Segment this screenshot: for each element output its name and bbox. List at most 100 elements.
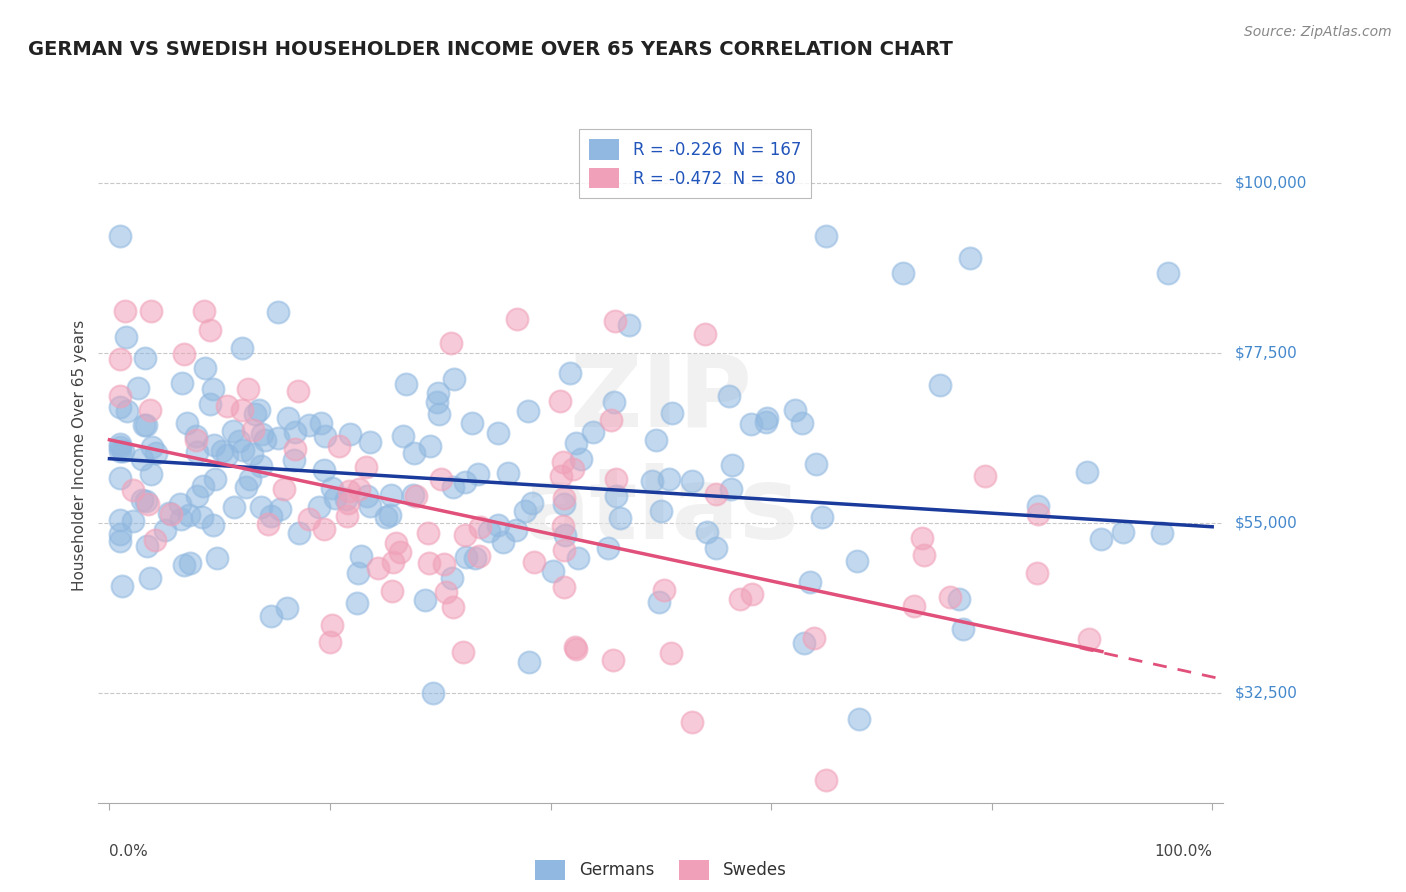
Point [284, 425, 307, 439]
Point [1026, 500, 1049, 514]
Point [155, 524, 177, 538]
Point [114, 304, 136, 318]
Point [454, 550, 477, 565]
Point [603, 395, 626, 409]
Point [799, 575, 821, 590]
Point [912, 548, 935, 562]
Point [173, 347, 195, 361]
Point [740, 417, 762, 431]
Point [321, 481, 343, 495]
Point [135, 418, 157, 433]
Point [211, 443, 233, 458]
Point [506, 311, 529, 326]
Point [652, 583, 675, 598]
Point [681, 714, 703, 729]
Point [848, 712, 870, 726]
Point [110, 471, 132, 485]
Point [139, 467, 162, 482]
Point [600, 413, 623, 427]
Point [704, 486, 727, 500]
Point [461, 416, 484, 430]
Point [418, 525, 440, 540]
Point [253, 433, 276, 447]
Point [486, 517, 509, 532]
Point [136, 539, 159, 553]
Point [553, 455, 575, 469]
Point [288, 526, 311, 541]
Point [1157, 267, 1180, 281]
Point [131, 492, 153, 507]
Point [127, 381, 149, 395]
Point [569, 451, 592, 466]
Point [122, 514, 145, 528]
Point [259, 509, 281, 524]
Point [354, 460, 377, 475]
Text: 100.0%: 100.0% [1154, 845, 1212, 859]
Point [202, 438, 225, 452]
Point [217, 399, 239, 413]
Point [235, 480, 257, 494]
Point [356, 489, 378, 503]
Point [134, 351, 156, 366]
Point [845, 554, 868, 568]
Point [157, 506, 180, 520]
Point [1090, 533, 1112, 547]
Point [619, 318, 641, 332]
Point [186, 445, 208, 459]
Point [276, 600, 298, 615]
Point [136, 497, 159, 511]
Point [381, 555, 404, 569]
Point [815, 228, 838, 243]
Point [335, 491, 357, 506]
Point [312, 522, 335, 536]
Point [131, 451, 153, 466]
Point [650, 504, 672, 518]
Point [273, 482, 295, 496]
Point [939, 590, 962, 604]
Point [314, 429, 336, 443]
Point [952, 622, 974, 636]
Point [728, 591, 751, 606]
Point [231, 403, 253, 417]
Point [413, 592, 436, 607]
Point [419, 439, 441, 453]
Point [815, 773, 838, 788]
Point [186, 490, 208, 504]
Point [405, 489, 427, 503]
Point [609, 510, 631, 524]
Point [110, 441, 132, 455]
Point [359, 435, 381, 450]
Point [267, 431, 290, 445]
Point [426, 395, 449, 409]
Point [443, 372, 465, 386]
Point [513, 504, 536, 518]
Point [402, 488, 425, 502]
Point [496, 466, 519, 480]
Point [337, 483, 360, 498]
Point [792, 416, 814, 430]
Point [328, 439, 350, 453]
Point [283, 452, 305, 467]
Y-axis label: Householder Income Over 65 years: Householder Income Over 65 years [72, 319, 87, 591]
Point [1078, 632, 1101, 647]
Point [111, 579, 134, 593]
Point [277, 411, 299, 425]
Point [605, 489, 627, 503]
Point [648, 595, 671, 609]
Point [440, 336, 463, 351]
Point [804, 457, 827, 471]
Point [565, 642, 588, 657]
Point [426, 386, 449, 401]
Point [110, 527, 132, 541]
Point [359, 499, 381, 513]
Point [110, 513, 132, 527]
Point [238, 382, 260, 396]
Point [319, 635, 342, 649]
Point [110, 351, 132, 366]
Point [249, 500, 271, 514]
Point [239, 472, 262, 486]
Point [548, 393, 571, 408]
Point [645, 433, 668, 447]
Point [184, 433, 207, 447]
Point [505, 524, 527, 538]
